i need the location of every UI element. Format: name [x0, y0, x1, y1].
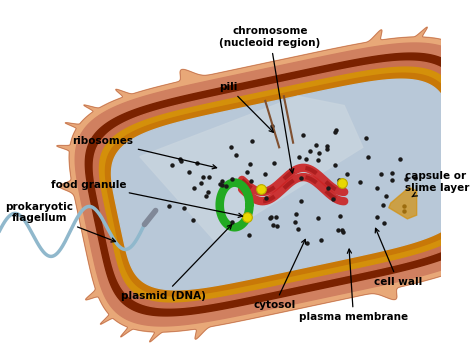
Polygon shape	[85, 53, 474, 316]
Text: ribosomes: ribosomes	[72, 136, 217, 169]
Polygon shape	[389, 187, 417, 219]
Polygon shape	[57, 27, 474, 342]
Text: prokaryotic
flagellum: prokaryotic flagellum	[6, 201, 116, 242]
Text: capsule or
slime layer: capsule or slime layer	[405, 171, 469, 197]
Polygon shape	[111, 79, 465, 290]
Text: plasmid (DNA): plasmid (DNA)	[120, 225, 232, 301]
Polygon shape	[106, 73, 472, 296]
Text: pili: pili	[219, 82, 273, 132]
Polygon shape	[140, 96, 363, 240]
Text: cytosol: cytosol	[254, 239, 305, 310]
Text: cell wall: cell wall	[374, 228, 422, 287]
Polygon shape	[100, 67, 474, 302]
Text: plasma membrane: plasma membrane	[299, 249, 408, 322]
Text: food granule: food granule	[51, 179, 243, 218]
Text: chromosome
(nucleoid region): chromosome (nucleoid region)	[219, 26, 320, 173]
Polygon shape	[93, 61, 474, 308]
Polygon shape	[75, 43, 474, 326]
